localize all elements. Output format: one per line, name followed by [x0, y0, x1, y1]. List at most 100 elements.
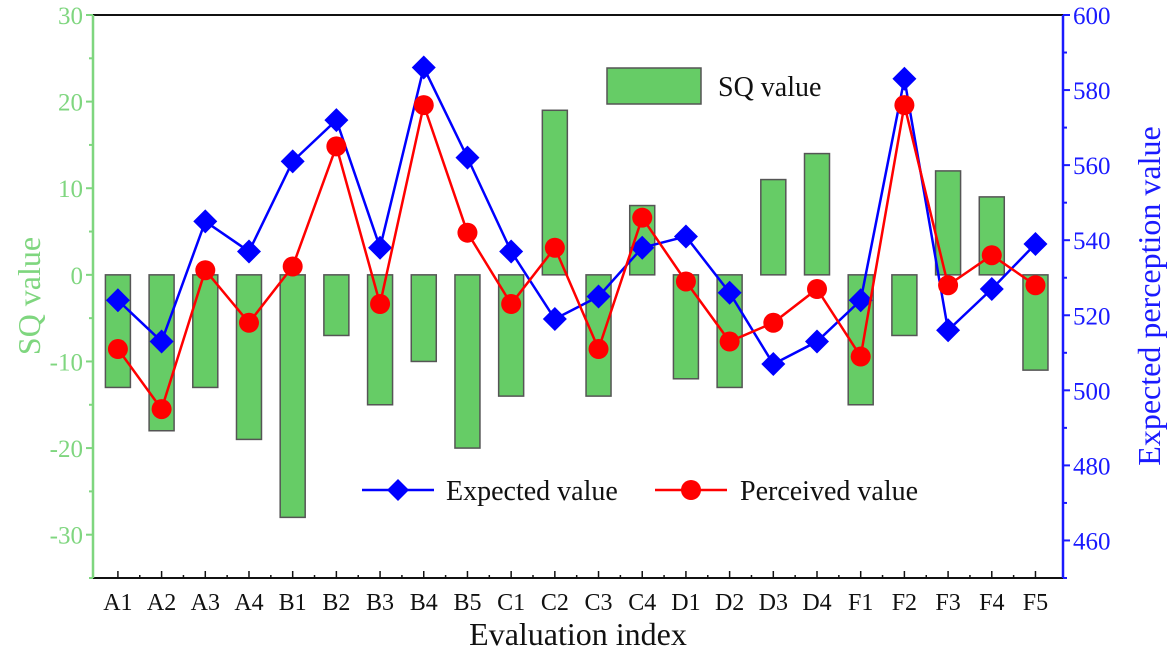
right-tick-label: 460 [1073, 528, 1111, 555]
point-expected-B3 [368, 235, 393, 260]
x-tick-label-B5: B5 [453, 590, 481, 616]
point-perceived-B4 [413, 95, 434, 116]
x-tick-label-B4: B4 [410, 590, 438, 616]
point-perceived-F4 [981, 245, 1002, 266]
lines-group [105, 55, 1048, 420]
left-tick-label: 20 [58, 90, 83, 117]
point-expected-A2 [149, 329, 174, 354]
bar-B5 [454, 274, 481, 449]
x-tick-label-F3: F3 [935, 590, 960, 616]
right-tick-label: 520 [1073, 303, 1111, 330]
x-tick-label-F2: F2 [892, 590, 917, 616]
ticks-group: 30 20 10 0 -10 -20 -30 600 580 560 540 520 500 480 460… [50, 3, 1111, 616]
point-expected-F4 [979, 276, 1004, 301]
point-perceived-B3 [370, 294, 391, 315]
x-tick-label-B2: B2 [322, 590, 350, 616]
point-perceived-C1 [501, 294, 522, 315]
point-expected-C3 [586, 284, 611, 309]
point-expected-B1 [280, 149, 305, 174]
line-perceived [116, 100, 1037, 412]
right-tick-label: 580 [1073, 78, 1111, 105]
point-expected-A4 [236, 239, 261, 264]
x-tick-label-F5: F5 [1023, 590, 1048, 616]
bar-A3 [192, 274, 219, 389]
line-expected [117, 63, 1037, 366]
point-expected-B4 [411, 55, 436, 80]
x-tick-label-A4: A4 [234, 590, 263, 616]
point-expected-D2 [717, 280, 742, 305]
legend-expected-label: Expected value [446, 476, 618, 507]
x-tick-label-D3: D3 [759, 590, 788, 616]
point-expected-F2 [892, 66, 917, 91]
point-perceived-D3 [763, 312, 784, 333]
right-tick-label: 500 [1073, 378, 1111, 405]
x-tick-label-A1: A1 [103, 590, 132, 616]
point-expected-D1 [673, 224, 698, 249]
bar-F2 [891, 274, 918, 337]
point-perceived-F5 [1025, 275, 1046, 296]
point-perceived-C2 [544, 237, 565, 258]
point-perceived-C4 [632, 207, 653, 228]
point-perceived-C3 [588, 339, 609, 360]
left-tick-label: -30 [50, 523, 83, 550]
point-perceived-A2 [151, 399, 172, 420]
point-expected-B5 [455, 145, 480, 170]
point-expected-C1 [499, 239, 524, 264]
bar-F3 [934, 170, 962, 276]
point-expected-B2 [324, 108, 349, 133]
point-expected-A1 [105, 288, 130, 313]
right-tick-label: 480 [1073, 453, 1111, 480]
bar-B1 [279, 274, 306, 519]
legend-lines: Expected value Perceived value [362, 476, 918, 507]
x-tick-label-C2: C2 [541, 590, 569, 616]
point-perceived-D1 [675, 271, 696, 292]
x-tick-label-B3: B3 [366, 590, 394, 616]
x-tick-label-D1: D1 [671, 590, 700, 616]
point-perceived-F2 [894, 95, 915, 116]
point-perceived-D4 [807, 278, 828, 299]
left-axis-title: SQ value [11, 237, 47, 355]
axes-group [91, 14, 1065, 579]
x-tick-label-A3: A3 [191, 590, 220, 616]
point-perceived-B5 [457, 222, 478, 243]
point-perceived-F1 [850, 346, 871, 367]
point-perceived-B1 [282, 256, 303, 277]
bar-B2 [323, 274, 350, 337]
x-tick-label-F1: F1 [848, 590, 873, 616]
point-expected-D3 [761, 352, 786, 377]
right-axis-title: Expected perception value [1131, 126, 1167, 465]
point-perceived-F3 [938, 275, 959, 296]
point-expected-D4 [805, 329, 830, 354]
x-tick-label-C4: C4 [628, 590, 656, 616]
x-tick-label-F4: F4 [979, 590, 1004, 616]
point-expected-C4 [630, 235, 655, 260]
bar-B4 [410, 274, 438, 363]
point-perceived-A4 [238, 312, 259, 333]
x-axis-title: Evaluation index [469, 616, 687, 652]
point-expected-C2 [542, 307, 567, 332]
right-tick-label: 560 [1073, 153, 1111, 180]
legend-expected-diamond [387, 479, 409, 501]
left-tick-label: -20 [50, 436, 83, 463]
left-tick-label: -10 [50, 349, 83, 376]
bar-A4 [235, 274, 263, 441]
x-tick-label-B1: B1 [279, 590, 307, 616]
bar-D4 [803, 152, 831, 276]
bar-D3 [760, 178, 787, 276]
x-tick-label-D2: D2 [715, 590, 744, 616]
legend-perceived-label: Perceived value [740, 476, 918, 507]
point-perceived-B2 [326, 136, 347, 157]
point-perceived-A3 [195, 260, 216, 281]
right-tick-label: 600 [1073, 3, 1111, 30]
point-expected-F1 [848, 288, 873, 313]
legend-bar-swatch [606, 67, 702, 105]
x-tick-label-C3: C3 [585, 590, 613, 616]
x-tick-label-C1: C1 [497, 590, 525, 616]
point-perceived-A1 [107, 339, 128, 360]
point-expected-F5 [1023, 231, 1048, 256]
right-tick-label: 540 [1073, 228, 1111, 255]
left-tick-label: 0 [71, 263, 84, 290]
left-tick-label: 10 [58, 176, 83, 203]
point-expected-F3 [936, 318, 961, 343]
